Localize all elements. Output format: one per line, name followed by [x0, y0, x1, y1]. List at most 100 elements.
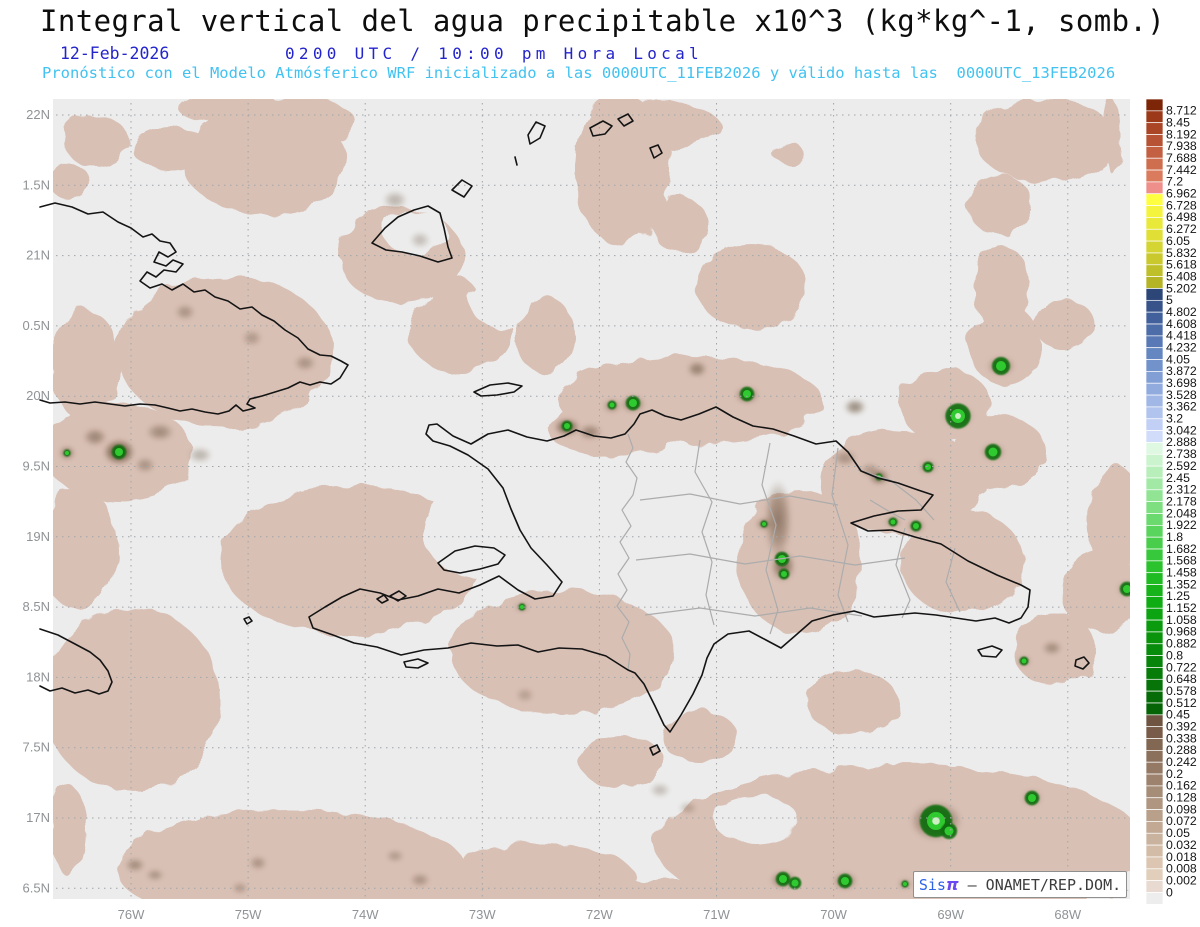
watermark-badge: Sis π – ONAMET/REP.DOM. [913, 871, 1127, 898]
colorbar-swatch [1145, 98, 1164, 112]
colorbar-swatch [1145, 394, 1164, 408]
colorbar-swatch [1145, 560, 1164, 574]
lon-tick-label: 76W [118, 907, 145, 922]
colorbar-label: 7.442 [1166, 163, 1197, 177]
date-label: 12-Feb-2026 [60, 44, 170, 63]
tan-patch [430, 275, 480, 345]
colorbar-swatch [1145, 856, 1164, 870]
rain-spot [1021, 658, 1027, 664]
lat-tick-label: 0.5N [23, 318, 50, 333]
colorbar-label: 0.8 [1166, 648, 1183, 662]
colorbar-label: 0.512 [1166, 696, 1197, 710]
colorbar-label: 3.698 [1166, 376, 1197, 390]
colorbar-label: 3.042 [1166, 423, 1197, 437]
moisture-smudge [146, 869, 164, 881]
moisture-smudge [242, 330, 262, 346]
moisture-smudge [687, 361, 707, 377]
colorbar-swatch [1145, 584, 1164, 597]
colorbar-label: 4.802 [1166, 305, 1197, 319]
colorbar-label: 1.352 [1166, 577, 1197, 591]
lon-tick-label: 75W [235, 907, 262, 922]
province-border [831, 447, 849, 623]
province-border [644, 607, 863, 617]
tan-patch [450, 590, 674, 714]
low-value-gap [714, 796, 798, 844]
tan-patch [900, 510, 1024, 614]
colorbar-label: 0.098 [1166, 802, 1197, 816]
colorbar-label: 1.8 [1166, 530, 1183, 544]
tan-patch [445, 843, 635, 899]
colorbar-label: 0.018 [1166, 850, 1197, 864]
coastline [1074, 656, 1090, 670]
tan-patch [515, 297, 575, 373]
colorbar-label: 4.05 [1166, 352, 1190, 366]
tan-patch [1035, 300, 1095, 350]
coastline [243, 616, 253, 625]
rain-spot [925, 464, 931, 470]
colorbar-label: 5.202 [1166, 281, 1197, 295]
watermark-onamet: – ONAMET/REP.DOM. [958, 875, 1122, 894]
colorbar-swatch [1145, 844, 1164, 858]
precipitable-water-shading [53, 99, 1130, 899]
rain-spot [841, 877, 849, 885]
rain-spot [791, 879, 799, 887]
moisture-smudge [294, 355, 316, 371]
colorbar-swatch [1145, 418, 1164, 431]
colorbar-swatch [1145, 797, 1164, 810]
rain-spot [996, 361, 1006, 371]
colorbar-label: 0.338 [1166, 731, 1197, 745]
coastline [649, 744, 661, 756]
coastline [389, 590, 407, 602]
colorbar-swatch [1145, 832, 1164, 846]
rain-spot [629, 399, 637, 407]
tan-patch [975, 99, 1115, 182]
colorbar-swatch [1145, 726, 1164, 739]
rain-spot [988, 447, 998, 457]
colorbar-swatch [1145, 311, 1164, 325]
moisture-smudge [125, 858, 145, 872]
colorbar-swatch [1145, 169, 1164, 183]
moisture-smudge [410, 873, 430, 887]
coastline [977, 645, 1003, 658]
colorbar-label: 2.45 [1166, 471, 1190, 485]
colorbar-label: 7.938 [1166, 139, 1197, 153]
moisture-smudge [188, 447, 212, 463]
tan-patch [53, 486, 116, 610]
colorbar-swatch [1145, 288, 1164, 301]
coastline [371, 205, 453, 263]
tan-patch [115, 810, 465, 899]
high-value-spots-layer [63, 357, 1130, 890]
colorbar-swatch [1145, 607, 1164, 621]
colorbar-swatch [1145, 252, 1164, 266]
lon-tick-label: 70W [820, 907, 847, 922]
tan-patch [652, 197, 708, 253]
colorbar-swatch [1145, 157, 1164, 171]
coastline [589, 120, 613, 137]
colorbar-label: 1.922 [1166, 518, 1197, 532]
lon-tick-label: 74W [352, 907, 379, 922]
colorbar-swatch [1145, 667, 1164, 680]
colorbar-swatch [1145, 359, 1164, 372]
rain-spot-core [932, 817, 940, 825]
colorbar-swatch [1145, 276, 1164, 289]
page-title: Integral vertical del agua precipitable … [40, 4, 1166, 38]
colorbar-label: 8.712 [1166, 104, 1197, 118]
colorbar-label: 0.722 [1166, 660, 1197, 674]
colorbar-label: 6.05 [1166, 234, 1190, 248]
coastline [376, 594, 389, 604]
tan-patch [662, 711, 738, 763]
pi-logo-icon: π [945, 875, 959, 894]
tan-patch [220, 485, 480, 635]
colorbar-label: 0.288 [1166, 743, 1197, 757]
lat-tick-label: 21N [26, 248, 50, 263]
lon-tick-label: 72W [586, 907, 613, 922]
colorbar-swatch [1145, 347, 1164, 360]
colorbar-swatch [1145, 536, 1164, 550]
tan-patch [63, 114, 127, 166]
province-border [616, 433, 638, 671]
colorbar-label: 0.648 [1166, 672, 1197, 686]
colorbar-swatch [1145, 548, 1164, 562]
coastline [527, 121, 546, 145]
colorbar-swatch [1145, 513, 1164, 526]
